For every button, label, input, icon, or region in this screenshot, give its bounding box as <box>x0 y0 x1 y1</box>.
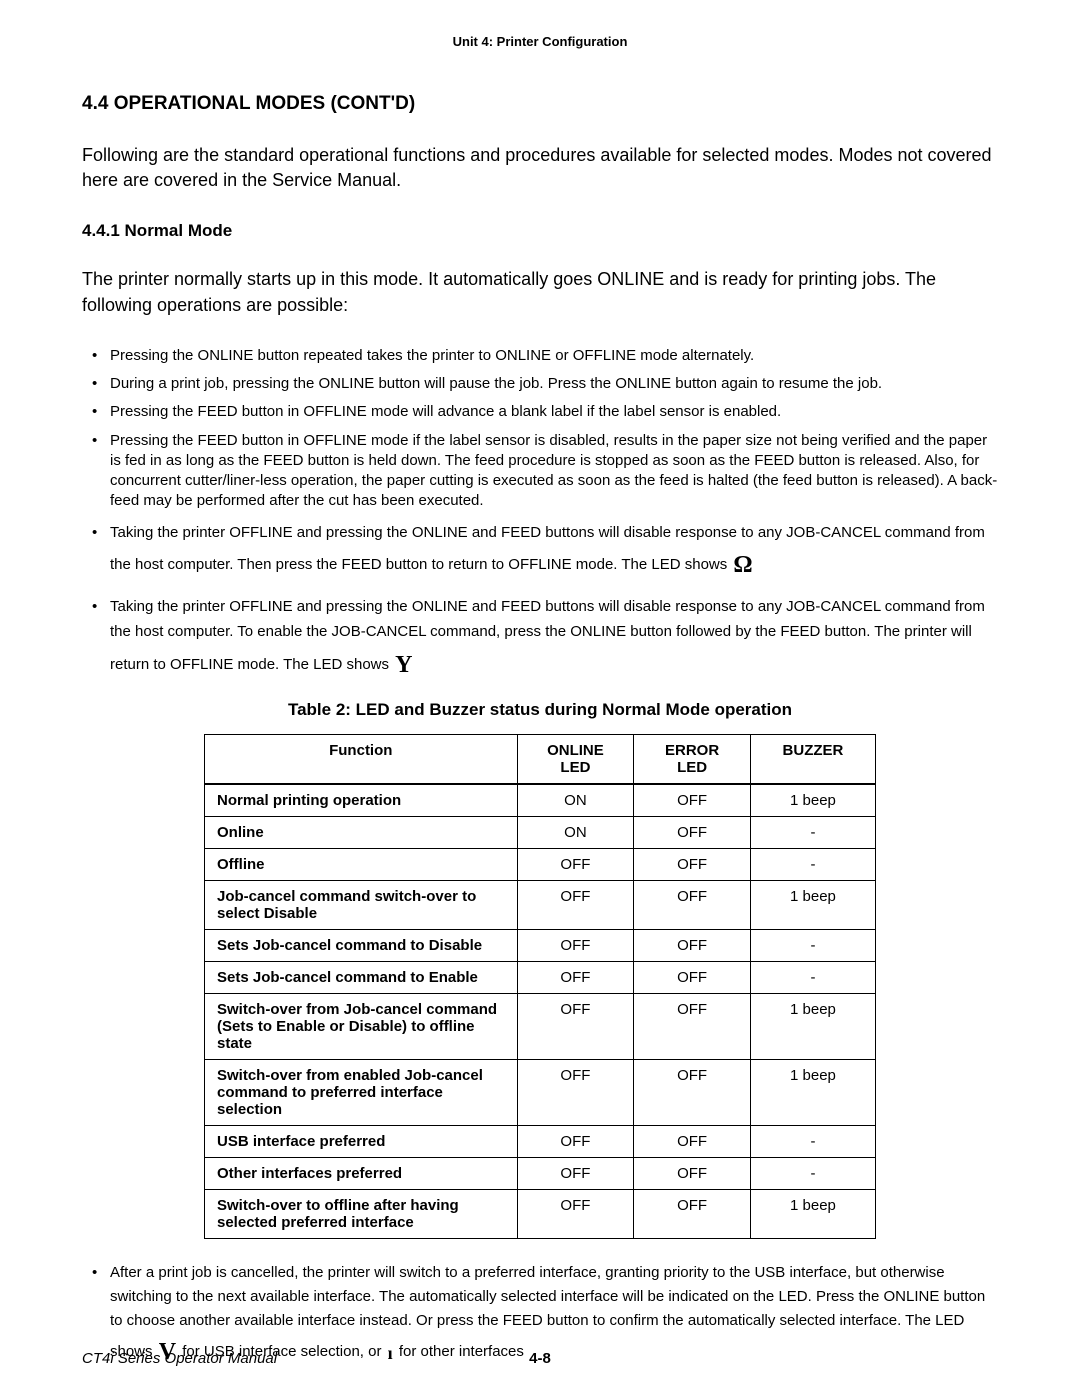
table-row: OnlineONOFF- <box>205 816 876 848</box>
table-header-online-led: ONLINELED <box>517 734 634 784</box>
table-cell-value: OFF <box>517 1157 634 1189</box>
table-cell-value: OFF <box>634 929 751 961</box>
section-title: 4.4 OPERATIONAL MODES (CONT'D) <box>82 93 998 115</box>
table-header-function: Function <box>205 734 518 784</box>
table-row: Job-cancel command switch-over to select… <box>205 880 876 929</box>
table-cell-value: 1 beep <box>750 993 875 1059</box>
table-cell-value: OFF <box>634 993 751 1059</box>
table-cell-function: Online <box>205 816 518 848</box>
table-cell-value: OFF <box>634 816 751 848</box>
table-cell-function: Sets Job-cancel command to Disable <box>205 929 518 961</box>
table-cell-function: Switch-over from Job-cancel command (Set… <box>205 993 518 1059</box>
table-cell-function: Normal printing operation <box>205 784 518 817</box>
list-item: Pressing the ONLINE button repeated take… <box>110 346 998 366</box>
table-row: USB interface preferredOFFOFF- <box>205 1125 876 1157</box>
table-header-buzzer: BUZZER <box>750 734 875 784</box>
list-item: Pressing the FEED button in OFFLINE mode… <box>110 431 998 512</box>
table-cell-value: OFF <box>517 1189 634 1238</box>
led-buzzer-table: Function ONLINELED ERRORLED BUZZER Norma… <box>204 734 876 1239</box>
table-cell-function: Job-cancel command switch-over to select… <box>205 880 518 929</box>
table-cell-function: USB interface preferred <box>205 1125 518 1157</box>
table-row: Sets Job-cancel command to DisableOFFOFF… <box>205 929 876 961</box>
table-cell-value: OFF <box>634 1125 751 1157</box>
table-row: Normal printing operationONOFF1 beep <box>205 784 876 817</box>
table-cell-value: OFF <box>634 1059 751 1125</box>
led-y-symbol: Y <box>393 652 414 678</box>
table-cell-value: 1 beep <box>750 1059 875 1125</box>
list-item: Taking the printer OFFLINE and pressing … <box>110 520 998 586</box>
table-row: Sets Job-cancel command to EnableOFFOFF- <box>205 961 876 993</box>
table-cell-function: Switch-over from enabled Job-cancel comm… <box>205 1059 518 1125</box>
table-row: Switch-over from enabled Job-cancel comm… <box>205 1059 876 1125</box>
table-cell-function: Offline <box>205 848 518 880</box>
table-cell-value: OFF <box>634 784 751 817</box>
table-cell-function: Sets Job-cancel command to Enable <box>205 961 518 993</box>
table-cell-value: - <box>750 1157 875 1189</box>
table-cell-value: OFF <box>517 1059 634 1125</box>
table-header-error-led: ERRORLED <box>634 734 751 784</box>
table-cell-value: OFF <box>634 1157 751 1189</box>
table-cell-value: - <box>750 816 875 848</box>
table-row: Switch-over from Job-cancel command (Set… <box>205 993 876 1059</box>
table-cell-value: - <box>750 1125 875 1157</box>
table-cell-value: OFF <box>517 993 634 1059</box>
bullet-list-top: Pressing the ONLINE button repeated take… <box>82 346 998 686</box>
page-footer: CT4i Series Operator Manual 4-8 <box>82 1350 998 1367</box>
table-caption: Table 2: LED and Buzzer status during No… <box>82 700 998 720</box>
table-cell-value: 1 beep <box>750 1189 875 1238</box>
list-item: Pressing the FEED button in OFFLINE mode… <box>110 402 998 422</box>
list-item-text: Taking the printer OFFLINE and pressing … <box>110 598 985 673</box>
table-cell-value: OFF <box>517 929 634 961</box>
table-row: OfflineOFFOFF- <box>205 848 876 880</box>
table-cell-value: - <box>750 961 875 993</box>
list-item: During a print job, pressing the ONLINE … <box>110 374 998 394</box>
table-cell-value: OFF <box>517 848 634 880</box>
unit-header: Unit 4: Printer Configuration <box>82 34 998 49</box>
footer-manual-name: CT4i Series Operator Manual <box>82 1350 277 1367</box>
table-cell-value: ON <box>517 816 634 848</box>
table-cell-value: 1 beep <box>750 784 875 817</box>
led-omega-symbol: Ω <box>731 552 754 578</box>
table-cell-value: ON <box>517 784 634 817</box>
table-cell-value: 1 beep <box>750 880 875 929</box>
table-cell-value: - <box>750 848 875 880</box>
table-cell-value: OFF <box>517 961 634 993</box>
table-cell-function: Other interfaces preferred <box>205 1157 518 1189</box>
list-item-text: Taking the printer OFFLINE and pressing … <box>110 524 985 574</box>
list-item: Taking the printer OFFLINE and pressing … <box>110 594 998 686</box>
table-cell-value: OFF <box>634 880 751 929</box>
footer-page-number: 4-8 <box>529 1350 551 1367</box>
table-row: Other interfaces preferredOFFOFF- <box>205 1157 876 1189</box>
table-cell-function: Switch-over to offline after having sele… <box>205 1189 518 1238</box>
table-row: Switch-over to offline after having sele… <box>205 1189 876 1238</box>
table-cell-value: OFF <box>634 848 751 880</box>
intro-paragraph: Following are the standard operational f… <box>82 143 998 193</box>
table-cell-value: OFF <box>517 1125 634 1157</box>
subsection-title: 4.4.1 Normal Mode <box>82 221 998 241</box>
table-cell-value: OFF <box>634 961 751 993</box>
table-cell-value: OFF <box>634 1189 751 1238</box>
table-cell-value: - <box>750 929 875 961</box>
table-cell-value: OFF <box>517 880 634 929</box>
normal-mode-paragraph: The printer normally starts up in this m… <box>82 267 998 317</box>
